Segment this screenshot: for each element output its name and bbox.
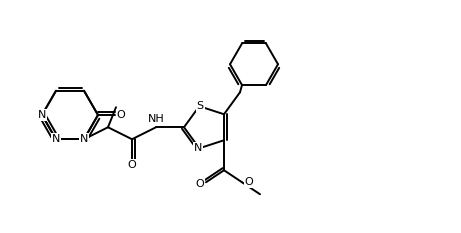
Text: O: O (128, 160, 136, 170)
Text: O: O (117, 110, 125, 120)
Text: N: N (38, 110, 46, 120)
Text: N: N (52, 134, 60, 144)
Text: O: O (195, 179, 204, 189)
Text: S: S (197, 101, 204, 111)
Text: NH: NH (148, 114, 165, 124)
Text: O: O (245, 177, 254, 187)
Text: N: N (80, 134, 88, 144)
Text: N: N (194, 143, 202, 153)
